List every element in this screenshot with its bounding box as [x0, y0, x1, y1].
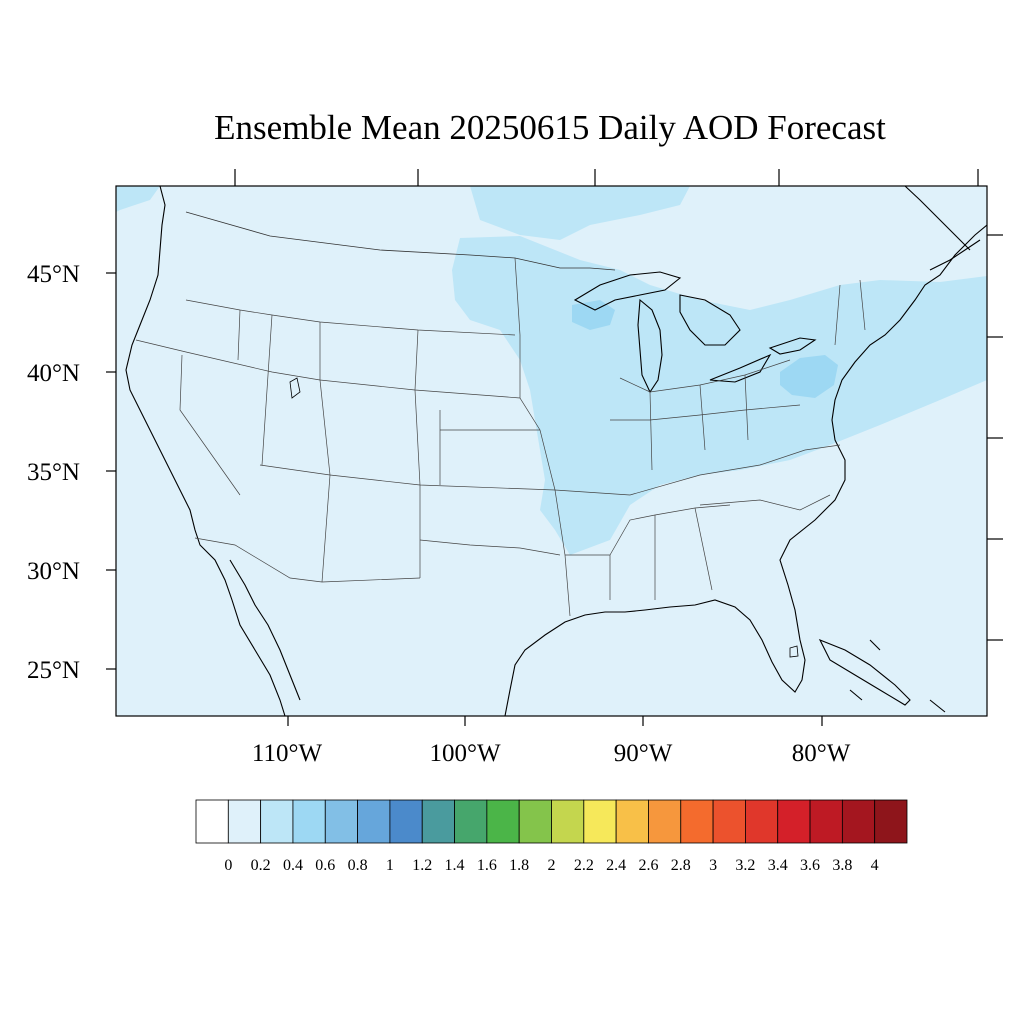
longitude-labels: 110°W 100°W 90°W 80°W	[252, 740, 851, 767]
colorbar-tick-label: 0.8	[348, 857, 368, 874]
colorbar-tick-label: 0.4	[283, 857, 303, 874]
colorbar-swatch	[551, 799, 585, 844]
colorbar-swatch	[874, 799, 908, 844]
colorbar-swatch	[583, 799, 617, 844]
colorbar-swatch	[809, 799, 843, 844]
lake-erie	[709, 353, 772, 383]
colorbar-tick-label: 1.6	[477, 857, 497, 874]
aod-region-canada	[470, 186, 690, 240]
aod-peak-wisconsin	[572, 300, 615, 330]
colorbar-tick-label: 2.2	[574, 857, 594, 874]
colorbar-tick-label: 2.6	[638, 857, 658, 874]
lon-label: 100°W	[429, 740, 500, 767]
cuba-coastline	[818, 638, 911, 706]
lat-label: 25°N	[27, 657, 80, 684]
aod-peak-pennsylvania	[780, 355, 838, 398]
colorbar-swatch	[745, 799, 779, 844]
lake-ontario	[768, 337, 817, 355]
colorbar-swatch	[648, 799, 682, 844]
colorbar-tick-label: 2.8	[671, 857, 691, 874]
colorbar-tick-label: 1.2	[412, 857, 432, 874]
colorbar-tick-label: 2.4	[606, 857, 626, 874]
gulf-coastline	[504, 599, 806, 716]
colorbar-swatch	[777, 799, 811, 844]
colorbar-swatch	[292, 799, 326, 844]
baja-coastline	[229, 559, 301, 701]
maritime-coastline	[904, 186, 981, 271]
coastlines	[125, 186, 987, 716]
lake-huron	[679, 294, 741, 346]
colorbar-swatch	[421, 799, 455, 844]
colorbar-tick-label: 3.6	[800, 857, 820, 874]
aod-peak-regions	[572, 300, 838, 398]
lat-label: 30°N	[27, 558, 80, 585]
colorbar-tick-label: 3.4	[768, 857, 788, 874]
axis-ticks	[106, 169, 1003, 726]
colorbar-swatch	[712, 799, 746, 844]
map-title: Ensemble Mean 20250615 Daily AOD Forecas…	[214, 108, 886, 147]
lon-label: 110°W	[252, 740, 323, 767]
colorbar-tick-label: 3	[709, 857, 717, 874]
colorbar-tick-label: 3.2	[735, 857, 755, 874]
lon-label: 90°W	[614, 740, 673, 767]
colorbar-swatch	[324, 799, 358, 844]
lat-label: 45°N	[27, 261, 80, 288]
map-panel	[116, 186, 987, 716]
colorbar-tick-label: 2	[548, 857, 556, 874]
colorbar-swatch	[615, 799, 649, 844]
lake-okeechobee	[789, 645, 799, 658]
lat-label: 40°N	[27, 360, 80, 387]
colorbar	[195, 799, 908, 844]
colorbar-tick-label: 1.4	[445, 857, 465, 874]
colorbar-swatch	[389, 799, 423, 844]
lake-superior	[573, 271, 682, 311]
latitude-labels: 45°N 40°N 35°N 30°N 25°N	[27, 261, 80, 684]
colorbar-tick-label: 0.2	[251, 857, 271, 874]
colorbar-tick-label: 0	[224, 857, 232, 874]
colorbar-tick-label: 1.8	[509, 857, 529, 874]
aod-region-northwest	[116, 186, 160, 212]
colorbar-swatch	[195, 799, 229, 844]
atlantic-coastline	[779, 224, 987, 641]
lake-michigan	[637, 298, 663, 394]
colorbar-swatch	[841, 799, 876, 844]
colorbar-labels: 0 0.2 0.4 0.6 0.8 1 1.2 1.4 1.6 1.8 2 2.2 2.4 2.6 2.8 3…	[224, 857, 878, 874]
map-frame	[115, 185, 988, 717]
pacific-coastline	[125, 186, 286, 716]
colorbar-tick-label: 1	[386, 857, 394, 874]
colorbar-swatch	[486, 799, 520, 844]
colorbar-swatch	[680, 799, 714, 844]
lat-label: 35°N	[27, 459, 80, 486]
colorbar-swatch	[227, 799, 262, 844]
colorbar-swatch	[357, 799, 391, 844]
colorbar-tick-label: 3.8	[832, 857, 852, 874]
lon-label: 80°W	[792, 740, 851, 767]
colorbar-swatch	[454, 799, 488, 844]
colorbar-swatch	[518, 799, 552, 844]
colorbar-tick-label: 4	[871, 857, 879, 874]
state-borders	[135, 257, 866, 617]
colorbar-swatch	[260, 799, 294, 844]
great-salt-lake	[289, 377, 301, 399]
colorbar-tick-label: 0.6	[315, 857, 335, 874]
